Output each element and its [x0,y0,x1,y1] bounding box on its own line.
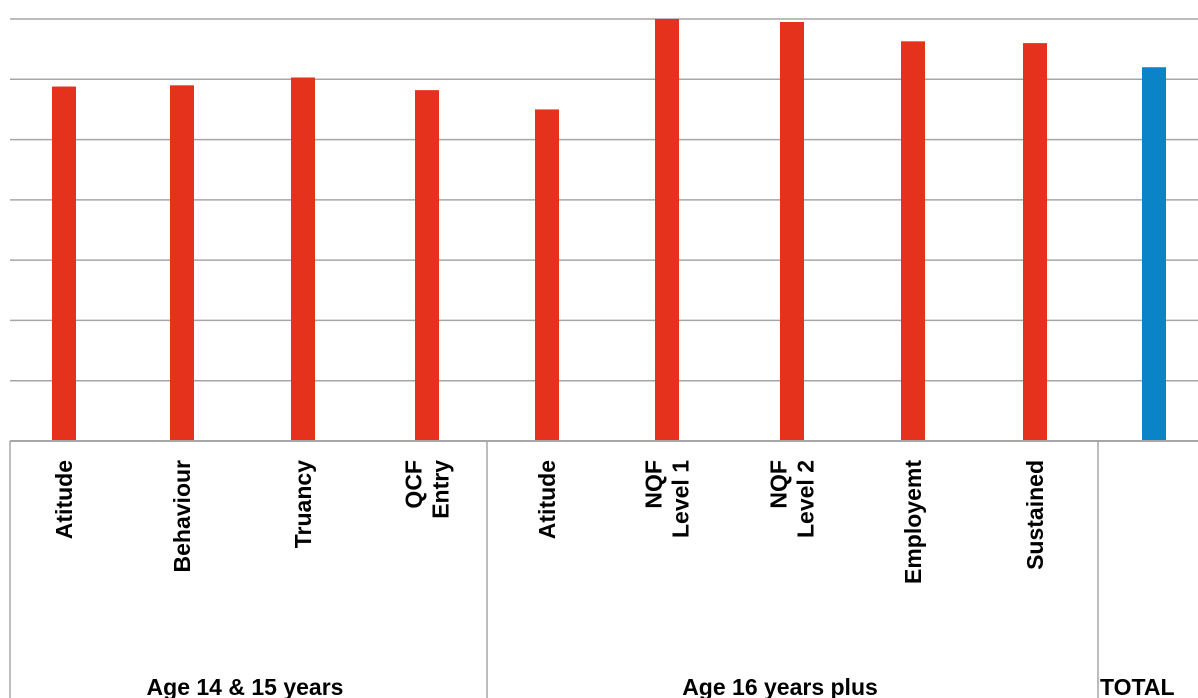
bar [415,90,439,441]
group-label: TOTAL [1100,674,1175,698]
bars [52,19,1166,442]
bar [655,19,679,441]
category-label-line: Employemt [900,460,926,584]
gridlines [10,18,1198,382]
bar [170,85,194,442]
category-label: NQFLevel 1 [641,460,694,538]
category-label-line: Atitude [51,460,77,539]
bar [901,41,925,441]
category-label-line: Atitude [534,460,560,539]
category-label-line: QCF [401,460,427,509]
category-label-line: Entry [428,460,454,519]
group-labels: Age 14 & 15 years Age 16 years plus TOTAL [147,674,1175,698]
category-label-line: Behaviour [169,460,195,573]
bar [535,109,559,441]
category-label: QCFEntry [401,460,454,519]
category-label: Truancy [290,460,316,548]
category-label: Behaviour [169,460,195,573]
category-labels: Atitude Behaviour Truancy QCFEntry Atitude NQ… [51,460,1048,584]
bar [1023,43,1047,441]
group-label: Age 14 & 15 years [147,674,344,698]
category-label-line: Level 1 [668,460,694,538]
category-label-line: Truancy [290,460,316,548]
category-label-line: Sustained [1022,460,1048,570]
category-label: Employemt [900,460,926,584]
category-label-line: NQF [641,460,667,509]
category-label: NQFLevel 2 [766,460,819,538]
group-label: Age 16 years plus [682,674,878,698]
bar [1142,67,1166,441]
category-label-line: NQF [766,460,792,509]
bar [780,22,804,442]
category-label: Atitude [534,460,560,539]
category-table-lines [9,440,1198,698]
bar [52,86,76,442]
bar [291,77,315,441]
category-label: Sustained [1022,460,1048,570]
category-label: Atitude [51,460,77,539]
category-label-line: Level 2 [793,460,819,538]
